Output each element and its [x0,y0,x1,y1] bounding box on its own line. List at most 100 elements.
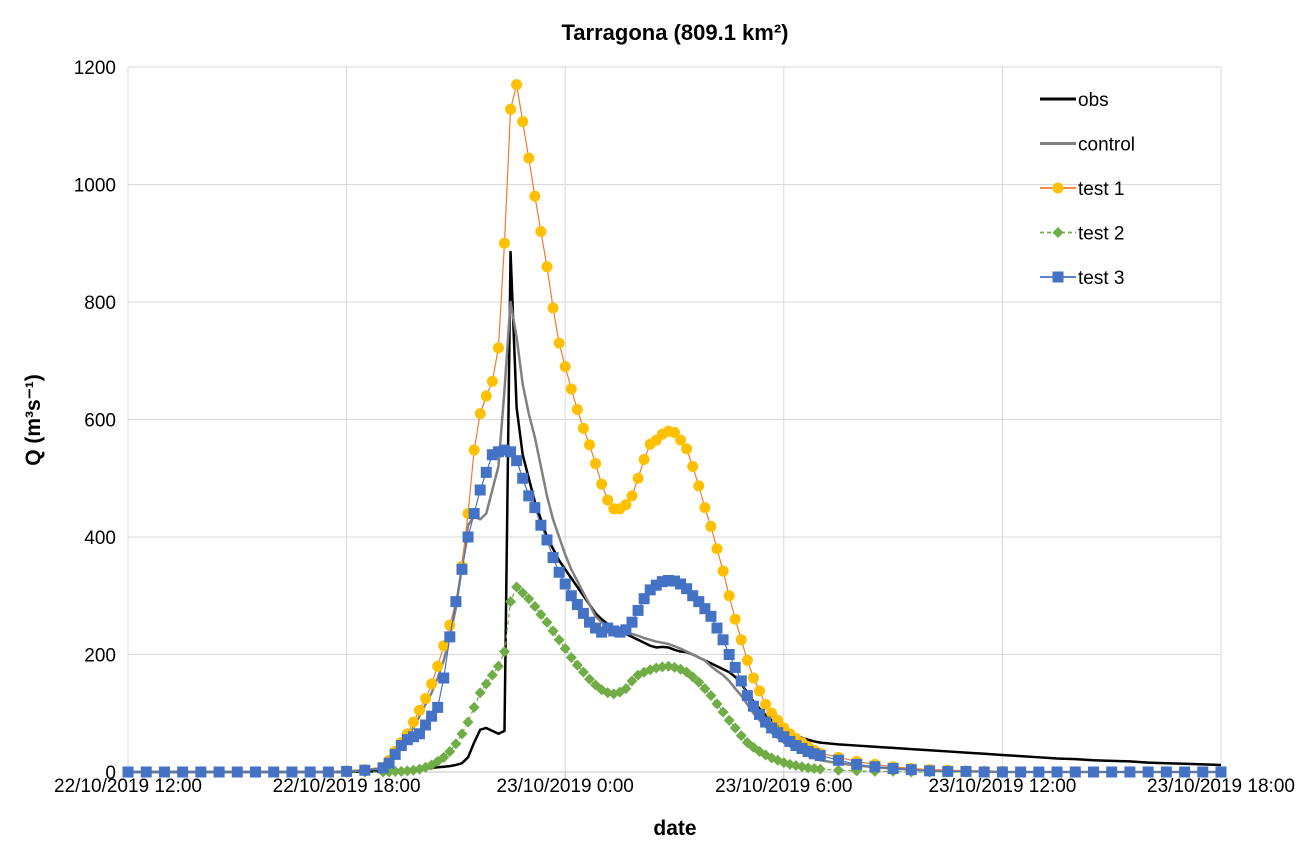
y-tick-label: 0 [105,763,116,784]
marker [583,439,595,451]
marker [559,361,571,373]
marker [577,422,589,434]
series-line [128,449,1221,773]
marker [286,766,298,778]
marker [832,764,844,776]
marker [723,714,735,726]
marker [559,578,571,590]
marker [535,609,547,621]
marker [1051,766,1063,778]
marker [741,654,753,666]
marker [729,613,741,625]
marker [523,593,535,605]
marker [814,750,826,762]
marker [420,719,432,731]
x-tick-label: 23/10/2019 12:00 [928,776,1076,797]
marker [122,766,134,778]
marker [432,701,444,713]
marker [468,508,480,519]
marker [565,383,577,395]
marker [444,631,456,643]
marker [681,443,693,455]
marker [505,103,517,115]
marker [632,472,644,484]
marker [687,671,699,683]
marker [304,766,316,778]
y-axis-title: Q (m³s⁻¹) [22,374,45,466]
marker [735,730,747,742]
marker [480,466,492,478]
marker [620,683,632,695]
x-tick-label: 22/10/2019 18:00 [273,776,421,797]
marker [669,426,680,438]
marker [529,600,541,612]
y-tick-label: 1000 [74,176,116,197]
marker [832,754,844,766]
marker [505,596,517,608]
marker [960,765,972,777]
marker [978,766,990,778]
marker [492,660,504,672]
marker [905,764,917,776]
marker [590,622,602,634]
marker [1124,766,1136,778]
marker [541,261,553,273]
marker [511,455,523,467]
marker [790,740,802,752]
marker [158,766,170,778]
marker [468,444,480,456]
marker [1106,766,1118,778]
marker [456,728,468,740]
legend-label: control [1078,135,1135,156]
marker [717,634,729,646]
marker [924,765,936,777]
marker [480,390,492,402]
marker [638,593,650,605]
marker [711,622,723,634]
marker [177,766,189,778]
marker [735,634,747,646]
marker [547,552,559,564]
marker [687,461,699,472]
marker [887,762,899,774]
marker [213,766,225,778]
x-tick-label: 23/10/2019 6:00 [715,776,852,797]
marker [432,660,444,672]
marker [474,484,486,496]
marker [1069,766,1081,778]
marker [407,716,419,728]
marker [662,574,674,586]
series-line [128,586,1221,773]
marker [523,490,535,502]
y-tick-label: 400 [84,528,116,549]
marker [772,727,784,739]
marker [747,700,759,712]
marker [626,616,638,628]
marker [602,622,614,634]
legend-label: test 2 [1078,224,1124,245]
marker [735,675,747,687]
marker [693,596,705,608]
marker [413,728,425,740]
marker [413,704,425,716]
marker [498,646,510,658]
marker [626,675,638,687]
marker [778,731,790,743]
marker [596,478,608,490]
marker [511,581,523,593]
marker [541,616,553,628]
marker [505,446,517,458]
marker [583,616,595,628]
marker [577,607,589,619]
marker [693,676,705,688]
marker [644,584,656,596]
marker [486,449,498,461]
marker [614,626,626,638]
marker [268,766,280,778]
marker [723,649,735,660]
marker [729,661,741,673]
marker [535,226,547,237]
marker [705,690,717,702]
marker [1142,766,1154,778]
marker [681,583,693,595]
